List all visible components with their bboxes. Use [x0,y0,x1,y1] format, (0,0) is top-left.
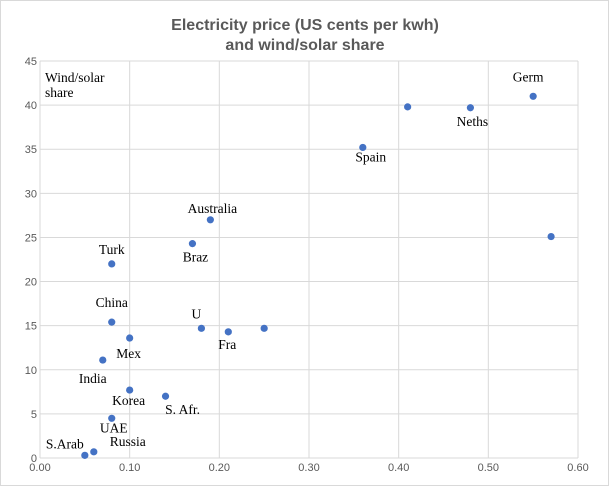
y-axis-label-line-2: share [45,85,73,100]
data-label: Spain [355,149,386,164]
data-label: Neths [457,114,489,129]
data-point [108,414,116,422]
y-tick-label: 10 [25,365,37,377]
data-label: UAE [100,420,128,435]
data-point [90,448,98,456]
data-point [126,386,134,394]
chart-title-line-1: Electricity price (US cents per kwh) [171,17,439,34]
data-point [126,334,134,342]
data-label: China [96,295,128,310]
data-point [99,356,107,364]
x-tick-label: 0.20 [209,462,230,474]
x-tick-label: 0.50 [478,462,499,474]
data-label: Germ [513,69,544,84]
data-point [359,143,367,152]
data-marks: Germ Neths Spain Australia Braz Turk China Mex U… [46,69,555,459]
data-label: Turk [99,242,125,257]
x-tick-label: 0.30 [298,462,319,474]
data-point [529,92,537,100]
x-tick-label: 0.40 [388,462,409,474]
y-tick-label: 40 [25,100,37,112]
y-tick-label: 20 [25,277,37,289]
y-tick-label: 0 [31,453,37,465]
data-point [108,318,116,326]
data-point [161,392,170,400]
y-tick-label: 15 [25,321,37,333]
y-tick-label: 5 [31,409,37,421]
y-tick-label: 45 [25,56,37,68]
axis-ticks: 0.00 0.10 0.20 0.30 0.40 0.50 0.60 0 5 10 15 20 25 30… [25,56,589,474]
data-label: S. Afr. [165,402,200,417]
x-tick-label: 0.00 [29,462,50,474]
data-label: Mex [116,346,141,361]
y-tick-label: 30 [25,188,37,200]
x-tick-label: 0.60 [567,462,588,474]
data-label: Fra [218,337,236,352]
gridlines [39,60,579,459]
data-label: Braz [183,250,208,265]
y-tick-label: 35 [25,144,37,156]
y-tick-label: 25 [25,232,37,244]
data-point [224,328,232,336]
data-label: U [192,306,202,321]
x-tick-label: 0.10 [119,462,140,474]
data-label: S.Arab [46,436,84,451]
data-label: Korea [112,393,145,408]
data-label: Australia [188,201,238,216]
data-point [188,240,197,248]
data-label: Russia [110,434,146,449]
data-point [197,324,205,332]
data-point [108,260,116,268]
y-axis-label-line-1: Wind/solar [45,70,105,85]
data-point [260,324,268,332]
data-point [547,232,555,241]
data-label: India [79,371,107,386]
data-point [466,104,474,112]
data-point [404,103,412,111]
chart-title-line-2: and wind/solar share [225,37,384,54]
data-point [206,216,214,224]
data-point [81,451,89,459]
